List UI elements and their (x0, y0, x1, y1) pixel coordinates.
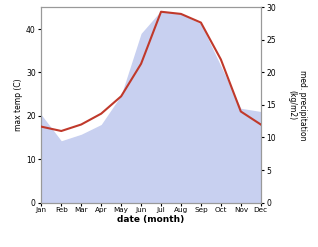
Y-axis label: max temp (C): max temp (C) (14, 79, 23, 131)
X-axis label: date (month): date (month) (117, 215, 185, 225)
Y-axis label: med. precipitation
(kg/m2): med. precipitation (kg/m2) (287, 70, 307, 140)
